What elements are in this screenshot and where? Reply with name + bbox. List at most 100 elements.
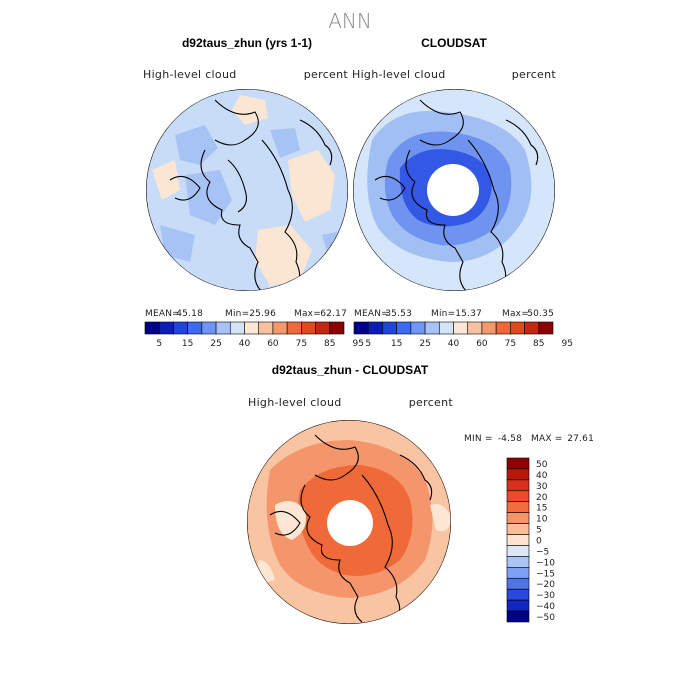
diff-colorbar-box: [506, 534, 530, 546]
diff-colorbar-tick-label: −10: [536, 558, 555, 568]
panel-diff-units-label: percent: [409, 396, 454, 409]
figure-title: ANN: [328, 9, 372, 33]
panel-obs-units-label: percent: [512, 68, 557, 81]
panel-model-region-low: [175, 125, 218, 165]
obs-colorbar-tick-label: 5: [365, 339, 371, 349]
model-colorbar-tick-label: 85: [324, 339, 335, 349]
panel-obs-stats: MEAN= 35.53 Min= 15.37 Max= 50.35: [354, 309, 554, 319]
obs-colorbar-box: [481, 321, 497, 335]
diff-colorbar-tick-label: −5: [536, 547, 549, 557]
diff-max-value: 27.61: [567, 434, 594, 444]
model-colorbar-tick-label: 60: [267, 339, 279, 349]
diff-max-label: MAX =: [531, 434, 563, 444]
obs-mean-value: 35.53: [385, 309, 412, 319]
obs-colorbar-box: [510, 321, 525, 335]
obs-colorbar-tick-label: 25: [419, 339, 430, 349]
obs-colorbar-tick-label: 15: [391, 339, 402, 349]
obs-colorbar-box: [467, 321, 483, 335]
diff-colorbar-box: [506, 556, 530, 568]
model-colorbar-box: [286, 321, 302, 335]
obs-colorbar-box: [396, 321, 412, 335]
obs-colorbar-box: [382, 321, 397, 335]
panel-model-stats: MEAN= 45.18 Min= 25.96 Max= 62.17: [145, 309, 347, 319]
panel-diff-variable-label: High-level cloud: [248, 396, 342, 409]
obs-colorbar-tick-label: 85: [533, 339, 544, 349]
diff-colorbar-box: [506, 468, 530, 481]
diff-colorbar-box: [506, 512, 530, 524]
diff-colorbar-box: [506, 490, 530, 503]
model-colorbar-tick-label: 40: [239, 339, 251, 349]
panel-diff-heading: d92taus_zhun - CLOUDSAT: [272, 363, 429, 377]
panel-obs-map: [353, 89, 555, 291]
panel-model-region-neutral: [288, 150, 335, 222]
panel-obs-colorbar: 5 15 25 40 60 75 85 95: [353, 321, 573, 349]
obs-colorbar-tick-label: 40: [448, 339, 460, 349]
diff-min-label: MIN =: [464, 434, 493, 444]
obs-min-value: 15.37: [455, 309, 482, 319]
diff-colorbar-tick-label: −15: [536, 569, 555, 579]
model-colorbar-box: [244, 321, 260, 335]
model-colorbar-box: [187, 321, 203, 335]
diff-colorbar-tick-label: −40: [536, 602, 555, 612]
model-colorbar-box: [329, 321, 345, 335]
obs-colorbar-box: [410, 321, 426, 335]
obs-colorbar-box: [538, 321, 554, 335]
model-colorbar-box: [301, 321, 316, 335]
model-colorbar-box: [215, 321, 231, 335]
panel-model-region-low: [322, 230, 348, 262]
panel-diff-region-cool: [275, 501, 307, 540]
model-colorbar-box: [173, 321, 188, 335]
obs-max-value: 50.35: [527, 309, 554, 319]
diff-colorbar-tick-label: −50: [536, 613, 555, 623]
diff-colorbar-box: [506, 501, 530, 513]
diff-colorbar-box: [506, 599, 530, 612]
diff-colorbar-box: [506, 479, 530, 492]
obs-colorbar-box: [353, 321, 369, 335]
panel-model-heading: d92taus_zhun (yrs 1-1): [182, 36, 312, 50]
panel-model-colorbar: 5 15 25 40 60 75 85 95: [144, 321, 364, 349]
obs-colorbar-tick-label: 95: [561, 339, 572, 349]
diff-colorbar-box: [506, 545, 530, 557]
obs-min-label: Min=: [431, 309, 455, 319]
diff-colorbar-box: [506, 588, 530, 601]
model-min-label: Min=: [225, 309, 249, 319]
diff-colorbar-tick-label: 20: [536, 493, 548, 503]
obs-colorbar-box: [438, 321, 454, 335]
diff-colorbar-tick-label: 0: [536, 537, 542, 547]
model-colorbar-tick-label: 95: [352, 339, 363, 349]
obs-colorbar-box: [453, 321, 469, 335]
model-mean-label: MEAN=: [145, 309, 180, 319]
panel-obs-missing-data: [427, 164, 479, 216]
model-colorbar-box: [158, 321, 174, 335]
diff-colorbar-box: [506, 523, 530, 535]
obs-colorbar-box: [424, 321, 440, 335]
model-colorbar-tick-label: 5: [156, 339, 162, 349]
obs-colorbar-tick-label: 60: [476, 339, 488, 349]
obs-colorbar-box: [524, 321, 540, 335]
model-colorbar-box: [229, 321, 245, 335]
model-colorbar-box: [144, 321, 160, 335]
model-colorbar-tick-label: 75: [296, 339, 307, 349]
panel-model-region-low: [270, 128, 300, 158]
panel-diff-range: MIN = -4.58 MAX = 27.61: [464, 434, 594, 444]
model-min-value: 25.96: [249, 309, 276, 319]
panel-obs-heading: CLOUDSAT: [421, 36, 487, 50]
diff-colorbar-tick-label: −20: [536, 580, 555, 590]
panel-diff-coastlines: [269, 434, 433, 623]
obs-colorbar-box: [495, 321, 511, 335]
diff-colorbar-tick-label: 5: [536, 526, 542, 536]
diff-colorbar-tick-label: 10: [536, 515, 548, 525]
panel-model-region-neutral: [255, 225, 312, 286]
panel-model-coastlines: [169, 99, 333, 291]
obs-max-label: Max=: [502, 309, 529, 319]
model-colorbar-box: [258, 321, 274, 335]
diff-colorbar-tick-label: 40: [536, 471, 548, 481]
model-colorbar-tick-label: 15: [182, 339, 193, 349]
diff-colorbar-box: [506, 567, 530, 579]
panel-model-variable-label: High-level cloud: [143, 68, 237, 81]
panel-diff-map: [247, 420, 451, 624]
diff-colorbar-tick-label: −30: [536, 591, 555, 601]
diff-min-value: -4.58: [498, 434, 522, 444]
model-max-label: Max=: [294, 309, 321, 319]
